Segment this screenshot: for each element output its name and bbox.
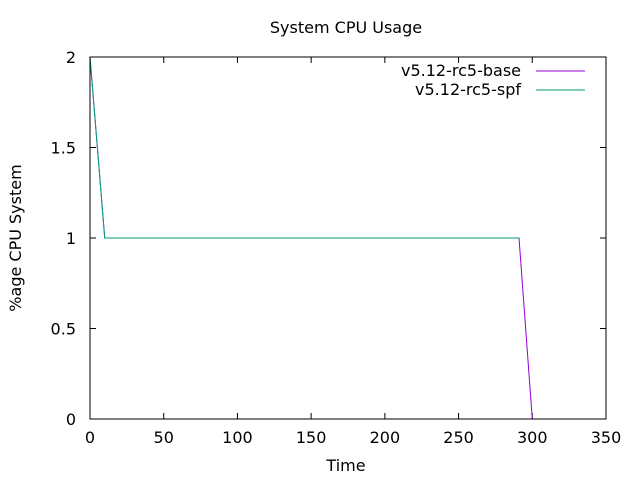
x-tick-label: 250: [443, 428, 474, 447]
y-tick-label: 0: [66, 410, 76, 429]
y-tick-label: 1: [66, 229, 76, 248]
x-tick-label: 300: [517, 428, 548, 447]
x-tick-label: 50: [154, 428, 174, 447]
legend-label: v5.12-rc5-spf: [415, 80, 521, 99]
plot-frame: [89, 56, 607, 420]
y-tick-labels: 0 0.5 1 1.5 2: [51, 48, 76, 429]
chart-title: System CPU Usage: [270, 18, 422, 37]
x-tick-labels: 0 50 100 150 200 250 300 350: [85, 428, 621, 447]
series-lines: [89, 56, 533, 420]
y-tick-label: 1.5: [51, 139, 76, 158]
x-tick-label: 100: [222, 428, 253, 447]
series-line-1: [89, 56, 520, 239]
x-axis-title: Time: [325, 456, 365, 475]
x-tick-label: 350: [591, 428, 622, 447]
y-axis-title: %age CPU System: [6, 164, 25, 311]
x-tick-label: 0: [85, 428, 95, 447]
x-tick-label: 150: [296, 428, 327, 447]
x-tick-label: 200: [370, 428, 401, 447]
legend-label: v5.12-rc5-base: [401, 61, 521, 80]
y-tick-label: 0.5: [51, 320, 76, 339]
y-tick-label: 2: [66, 48, 76, 67]
